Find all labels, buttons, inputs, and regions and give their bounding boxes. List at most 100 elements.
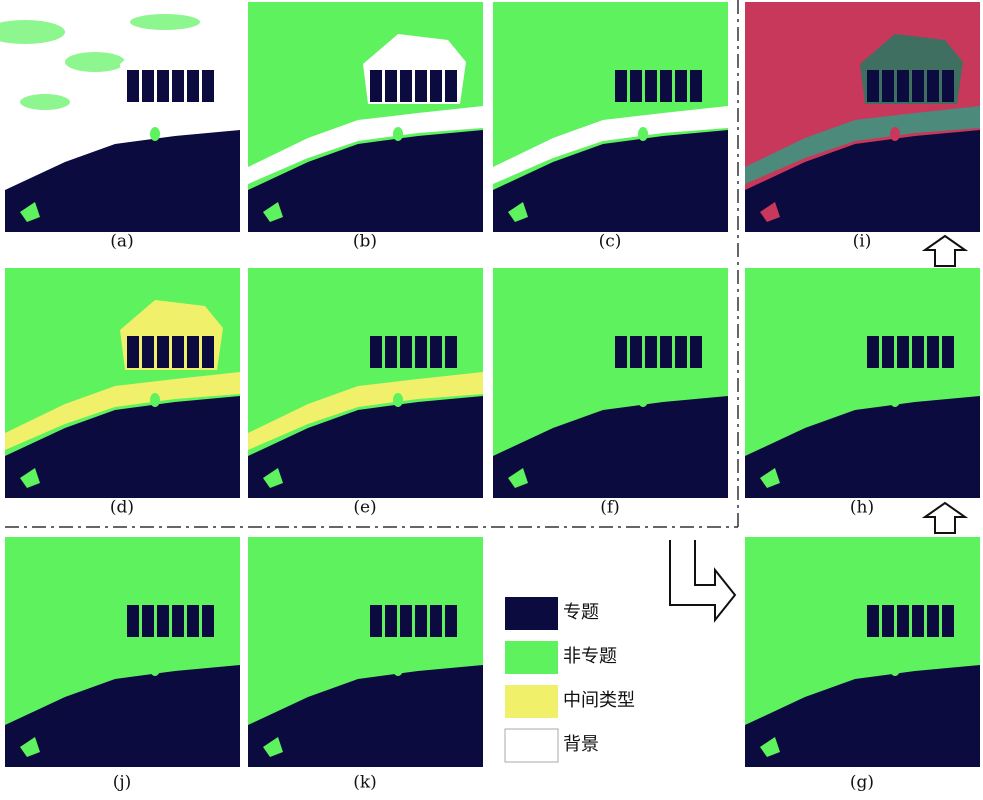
- port-block: [942, 336, 954, 368]
- port-block: [615, 336, 627, 368]
- port-block: [172, 336, 184, 368]
- port-block: [400, 70, 412, 102]
- vegetation: [130, 14, 200, 30]
- map-panel: [493, 2, 728, 232]
- port-block: [385, 70, 397, 102]
- port-block: [897, 70, 909, 102]
- port-block: [445, 70, 457, 102]
- port-block: [690, 336, 702, 368]
- map-panel: [745, 537, 980, 767]
- port-block: [400, 336, 412, 368]
- port-block: [415, 336, 427, 368]
- port-block: [430, 605, 442, 637]
- port-block: [202, 605, 214, 637]
- port-block: [630, 70, 642, 102]
- port-block: [882, 70, 894, 102]
- panel-label: (d): [110, 498, 134, 518]
- port-block: [645, 70, 657, 102]
- port-block: [645, 336, 657, 368]
- legend-swatch: [505, 729, 558, 762]
- port-block: [385, 336, 397, 368]
- port-block: [127, 70, 139, 102]
- legend-swatch: [505, 597, 558, 630]
- port-block: [370, 70, 382, 102]
- panel-label: (h): [850, 498, 874, 518]
- map-panel: [0, 2, 240, 232]
- port-block: [660, 70, 672, 102]
- panel-label: (j): [113, 773, 132, 793]
- port-block: [370, 605, 382, 637]
- map-panel: [493, 268, 728, 498]
- island: [150, 393, 160, 407]
- port-block: [187, 336, 199, 368]
- port-block: [942, 605, 954, 637]
- port-block: [445, 336, 457, 368]
- port-block: [912, 605, 924, 637]
- port-block: [615, 70, 627, 102]
- port-block: [430, 336, 442, 368]
- legend-label: 中间类型: [563, 690, 635, 711]
- legend-label: 专题: [563, 602, 599, 623]
- port-block: [912, 70, 924, 102]
- port-block: [172, 70, 184, 102]
- island: [638, 393, 648, 407]
- port-block: [897, 605, 909, 637]
- port-block: [400, 605, 412, 637]
- port-block: [202, 70, 214, 102]
- panel-label: (k): [353, 773, 377, 793]
- panel-label: (f): [600, 498, 620, 518]
- figure: 专题非专题中间类型背景 (a)(b)(c)(i)(d)(e)(f)(h)(j)(…: [0, 0, 983, 800]
- port-block: [142, 336, 154, 368]
- port-block: [142, 605, 154, 637]
- panel-label: (e): [353, 498, 376, 518]
- port-block: [660, 336, 672, 368]
- port-block: [690, 70, 702, 102]
- port-block: [127, 336, 139, 368]
- port-block: [867, 605, 879, 637]
- port-block: [187, 605, 199, 637]
- port-block: [157, 70, 169, 102]
- port-block: [675, 336, 687, 368]
- panel-label: (c): [599, 232, 622, 252]
- arrow-up: [925, 236, 965, 266]
- vegetation: [20, 94, 70, 110]
- island: [890, 662, 900, 676]
- port-block: [882, 605, 894, 637]
- map-panel: [248, 537, 483, 767]
- panel-label: (i): [853, 232, 872, 252]
- port-block: [675, 70, 687, 102]
- port-block: [415, 70, 427, 102]
- port-block: [202, 336, 214, 368]
- map-panel: [248, 268, 483, 498]
- port-block: [927, 336, 939, 368]
- port-block: [157, 605, 169, 637]
- port-block: [142, 70, 154, 102]
- port-block: [445, 605, 457, 637]
- port-block: [867, 336, 879, 368]
- vegetation: [65, 52, 125, 72]
- island: [638, 127, 648, 141]
- port-block: [897, 336, 909, 368]
- port-block: [385, 605, 397, 637]
- port-block: [882, 336, 894, 368]
- port-block: [172, 605, 184, 637]
- port-block: [415, 605, 427, 637]
- port-block: [157, 336, 169, 368]
- legend-swatch: [505, 641, 558, 674]
- island: [890, 393, 900, 407]
- island: [150, 662, 160, 676]
- port-block: [927, 70, 939, 102]
- map-panel: [5, 537, 240, 767]
- island: [393, 127, 403, 141]
- legend-swatch: [505, 685, 558, 718]
- legend-label: 背景: [563, 734, 599, 755]
- island: [393, 662, 403, 676]
- arrow-turn: [670, 540, 735, 620]
- panel-label: (b): [353, 232, 377, 252]
- port-block: [927, 605, 939, 637]
- port-block: [630, 336, 642, 368]
- port-block: [942, 70, 954, 102]
- legend-label: 非专题: [563, 646, 617, 667]
- arrow-up: [925, 503, 965, 533]
- port-block: [867, 70, 879, 102]
